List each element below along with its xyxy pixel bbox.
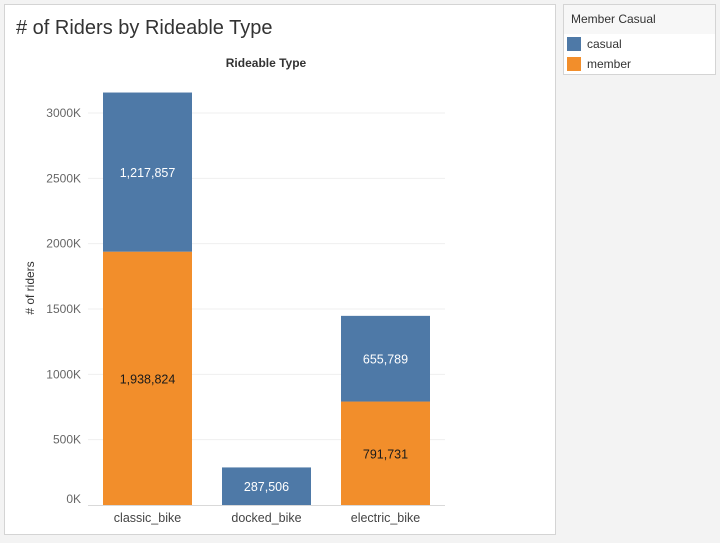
legend-swatch	[567, 57, 581, 71]
bar-casual	[222, 467, 311, 505]
y-tick-label: 0K	[66, 492, 81, 506]
y-tick-label: 500K	[53, 433, 81, 447]
bar-member	[341, 401, 430, 505]
legend-title: Member Casual	[564, 5, 715, 34]
y-tick-label: 3000K	[46, 106, 81, 120]
x-tick-label: electric_bike	[351, 511, 421, 525]
legend-item-member[interactable]: member	[564, 54, 715, 74]
bar-chart: 0K 500K 1000K 1500K 2000K 2500K 3000K Rideable …	[23, 56, 445, 525]
x-axis-title: Rideable Type	[226, 56, 307, 70]
bar-casual	[341, 315, 430, 402]
y-tick-label: 1000K	[46, 367, 81, 381]
chart-title: # of Riders by Rideable Type	[16, 17, 273, 39]
data-label: 1,938,824	[120, 372, 176, 386]
x-tick-label: docked_bike	[231, 511, 301, 525]
bar-casual	[103, 92, 192, 252]
data-label: 655,789	[363, 353, 408, 367]
y-tick-label: 2500K	[46, 171, 81, 185]
y-axis-title: # of riders	[23, 261, 37, 314]
data-label: 791,731	[363, 447, 408, 461]
x-tick-label: classic_bike	[114, 511, 181, 525]
chart-card: # of Riders by Rideable Type	[4, 4, 556, 535]
legend-swatch	[567, 37, 581, 51]
legend-item-casual[interactable]: casual	[564, 34, 715, 54]
bar-member	[103, 251, 192, 505]
data-label: 1,217,857	[120, 166, 176, 180]
y-tick-label: 1500K	[46, 302, 81, 316]
legend-label: member	[587, 57, 632, 71]
legend-label: casual	[587, 37, 622, 51]
y-tick-label: 2000K	[46, 237, 81, 251]
legend: Member Casual casual member	[563, 4, 716, 75]
data-label: 287,506	[244, 480, 289, 494]
